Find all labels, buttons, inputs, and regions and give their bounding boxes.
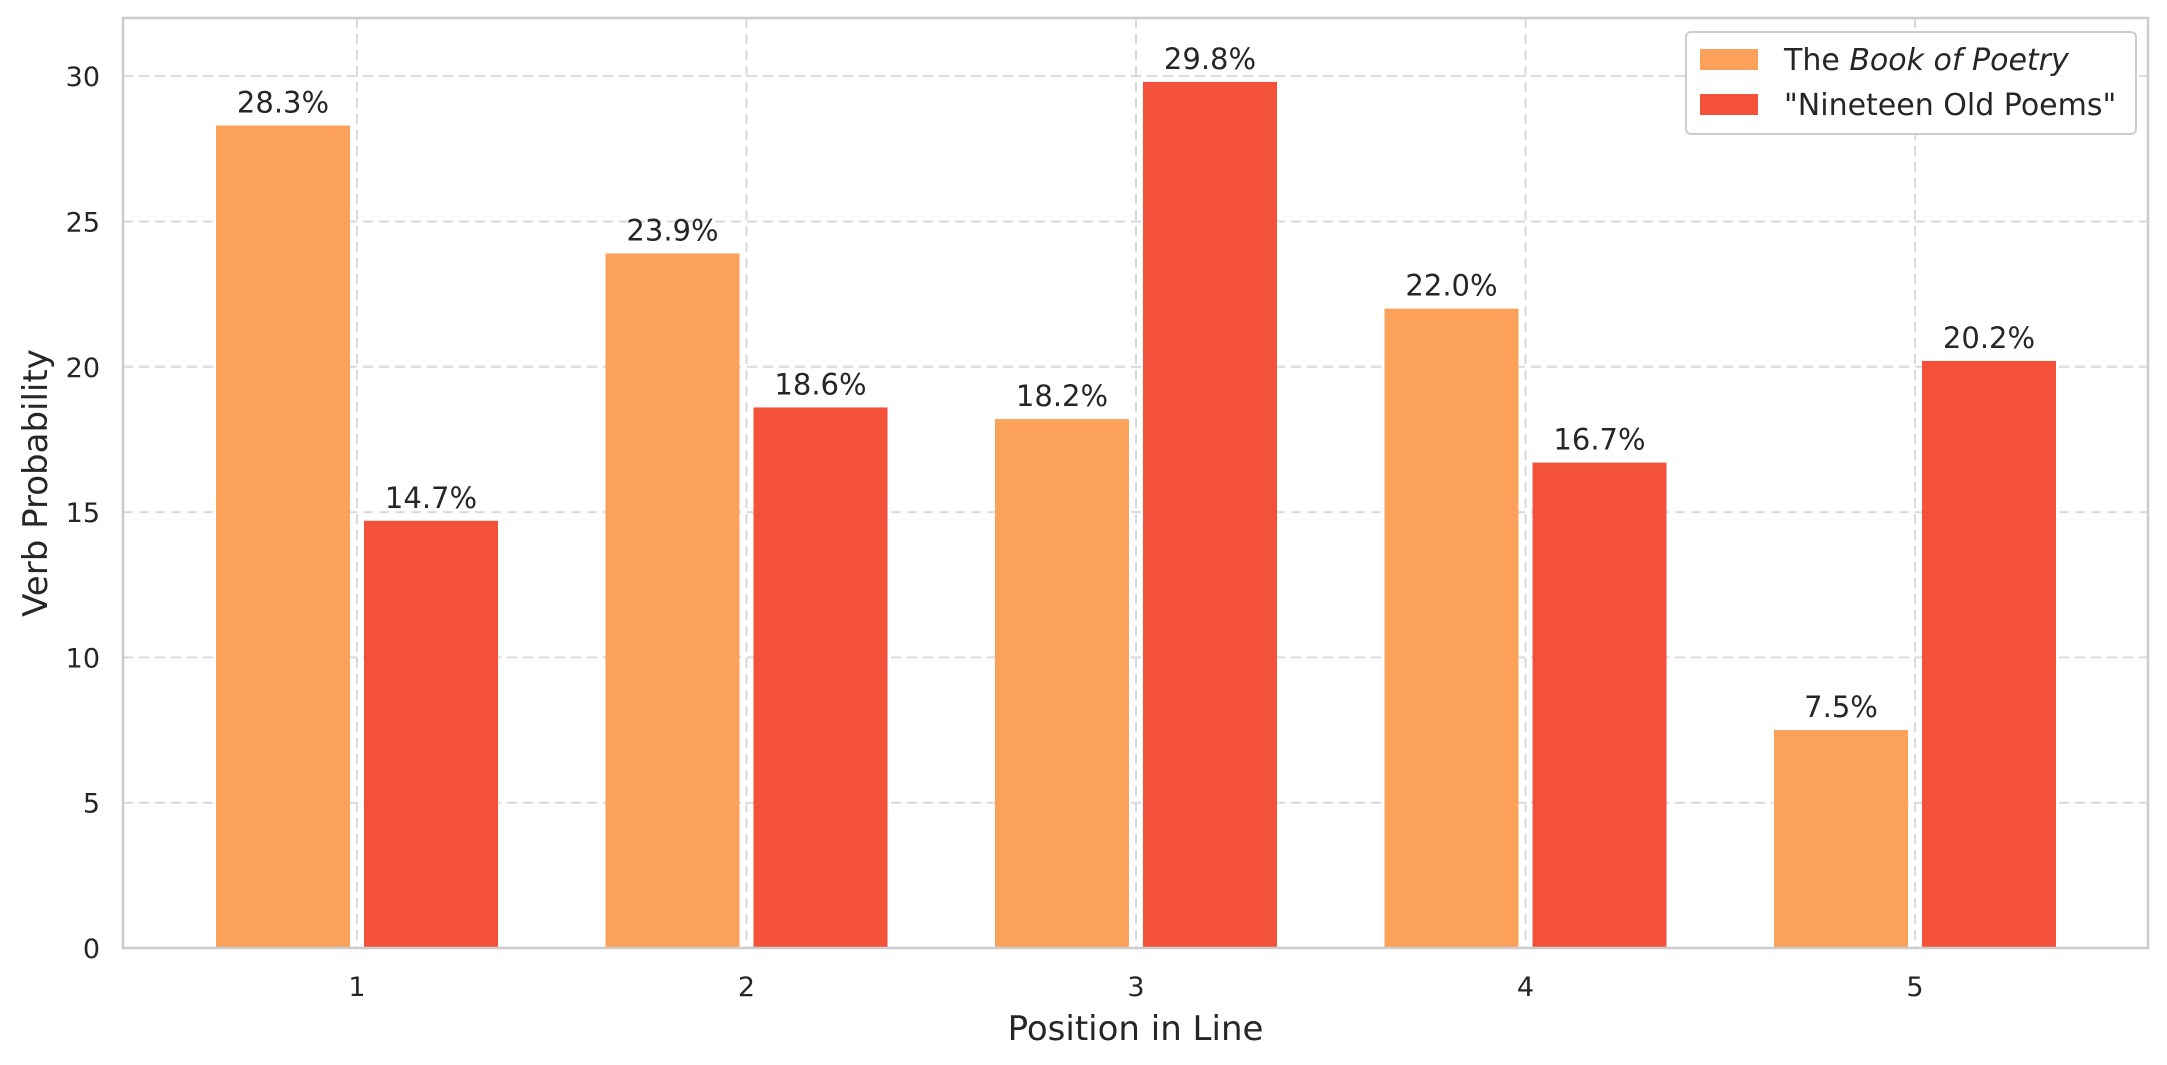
legend-box — [1685, 31, 2137, 135]
bars — [216, 81, 2056, 948]
data-label-series-0-cat-3: 18.2% — [1016, 379, 1108, 413]
legend-label-prefix: "Nineteen Old Poems" — [1784, 88, 2116, 123]
bar-series-0-cat-5 — [1774, 730, 1908, 948]
data-label-series-0-cat-4: 22.0% — [1405, 269, 1497, 303]
x-tick-label: 3 — [1127, 972, 1144, 1003]
data-label-series-1-cat-1: 14.7% — [385, 481, 477, 515]
y-tick-label: 20 — [66, 353, 100, 384]
y-tick-label: 0 — [83, 934, 100, 965]
bar-series-1-cat-1 — [364, 520, 498, 948]
y-axis-title: Verb Probability — [16, 349, 56, 617]
legend-label-book-of-poetry: The Book of Poetry — [1783, 43, 2070, 78]
x-tick-label: 2 — [738, 972, 755, 1003]
data-label-series-1-cat-3: 29.8% — [1164, 42, 1256, 76]
legend-label-prefix: The — [1783, 43, 1849, 78]
data-labels: 28.3% 23.9% 18.2% 22.0% 7.5% 14.7% 18.6% 29.8% 1… — [237, 42, 2035, 724]
bar-series-0-cat-2 — [605, 253, 740, 948]
data-label-series-0-cat-1: 28.3% — [237, 86, 329, 120]
plot-frame — [121, 16, 2150, 950]
x-tick-label: 1 — [348, 972, 365, 1003]
bar-series-0-cat-4 — [1384, 308, 1519, 948]
legend-label-nineteen-old-poems: "Nineteen Old Poems" — [1784, 88, 2116, 123]
y-tick-label: 25 — [66, 207, 100, 238]
data-label-series-1-cat-4: 16.7% — [1553, 423, 1645, 457]
legend-swatch-nineteen-old-poems — [1700, 94, 1758, 115]
data-label-series-1-cat-2: 18.6% — [774, 367, 866, 401]
bar-series-0-cat-3 — [995, 419, 1129, 948]
bar-series-1-cat-5 — [1922, 360, 2056, 948]
x-axis-title: Position in Line — [1008, 1009, 1264, 1049]
bar-series-1-cat-4 — [1532, 462, 1667, 948]
legend: The Book of Poetry "Nineteen Old Poems" — [1685, 31, 2137, 135]
bar-series-1-cat-3 — [1143, 81, 1277, 948]
legend-swatch-book-of-poetry — [1700, 49, 1758, 70]
bar-series-1-cat-2 — [753, 407, 888, 948]
y-tick-label: 10 — [66, 643, 100, 674]
legend-label-italic: Book of Poetry — [1849, 43, 2070, 78]
data-label-series-1-cat-5: 20.2% — [1943, 321, 2035, 355]
data-label-series-0-cat-5: 7.5% — [1804, 690, 1878, 724]
x-tick-label: 5 — [1906, 972, 1923, 1003]
x-axis-ticks: 1 2 3 4 5 — [348, 972, 1923, 1003]
y-tick-label: 15 — [66, 498, 100, 529]
bar-series-0-cat-1 — [216, 125, 350, 948]
x-tick-label: 4 — [1517, 972, 1534, 1003]
y-tick-label: 5 — [83, 789, 100, 820]
y-tick-label: 30 — [66, 62, 100, 93]
data-label-series-0-cat-2: 23.9% — [626, 213, 718, 247]
y-axis-ticks: 0 5 10 15 20 25 30 — [66, 62, 100, 965]
